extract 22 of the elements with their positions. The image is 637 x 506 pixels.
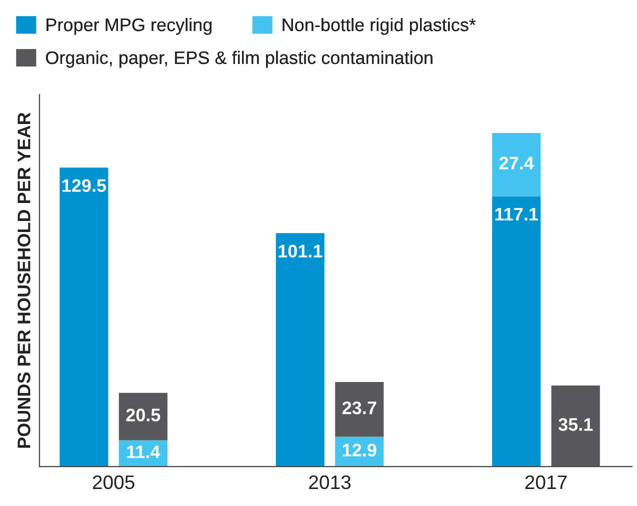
data-label: 11.4 <box>127 446 160 458</box>
bar <box>335 382 384 437</box>
bar <box>492 196 541 467</box>
bar <box>551 386 600 467</box>
bar <box>118 392 168 440</box>
data-label: 117.1 <box>495 208 538 220</box>
y-axis-title: POUNDS PER HOUSEHOLD PER YEAR <box>18 112 30 448</box>
data-label: 129.5 <box>62 179 106 192</box>
legend-label: Proper MPG recyling <box>46 18 212 35</box>
legend-label: Organic, paper, EPS & film plastic contamination <box>46 50 432 68</box>
text: 2017 <box>525 475 567 490</box>
data-label: 23.7 <box>342 401 376 414</box>
legend-label: Non-bottle rigid plastics* <box>282 18 476 35</box>
text: 2005 <box>92 475 134 490</box>
data-label: 35.1 <box>558 418 593 431</box>
data-label: 20.5 <box>126 408 160 422</box>
data-label: 27.4 <box>499 156 534 170</box>
text: 2013 <box>309 475 351 490</box>
data-label: 12.9 <box>342 444 376 456</box>
data-label: 101.1 <box>278 244 322 258</box>
bar <box>60 168 108 467</box>
bar <box>276 233 324 467</box>
